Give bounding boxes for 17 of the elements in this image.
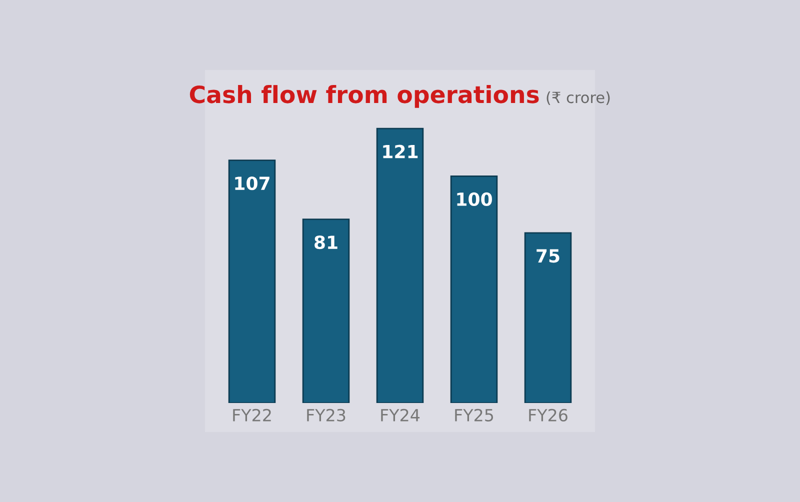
chart-title: Cash flow from operations <box>190 85 539 108</box>
bar <box>228 160 276 403</box>
data-label: 100 <box>457 192 492 206</box>
x-tick-label: FY24 <box>381 408 420 422</box>
x-tick-label: FY23 <box>307 408 346 422</box>
bar <box>450 175 498 403</box>
x-tick-label: FY25 <box>455 408 494 422</box>
bar <box>376 128 424 403</box>
data-label: 75 <box>536 249 560 263</box>
chart-subtitle: (₹ crore) <box>546 91 610 106</box>
bar <box>302 218 350 403</box>
data-label: 121 <box>383 144 418 158</box>
x-tick-label: FY26 <box>529 408 568 422</box>
x-tick-label: FY22 <box>233 408 271 422</box>
bar <box>524 232 572 403</box>
data-label: 81 <box>314 235 338 250</box>
data-label: 107 <box>235 176 270 190</box>
